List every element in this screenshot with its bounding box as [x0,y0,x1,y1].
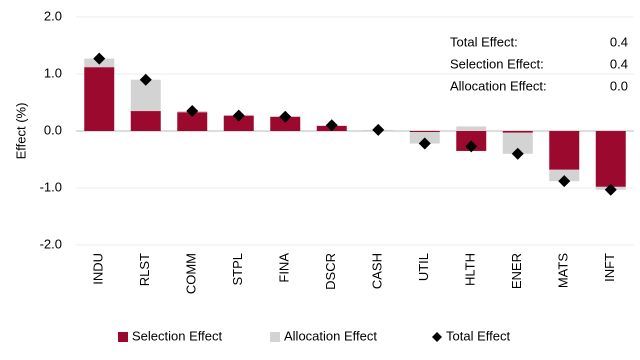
total-marker [558,175,571,188]
bar-segment [595,131,626,187]
x-tick-label: COMM [184,253,199,294]
bar-segment [270,116,301,131]
bar-segment [223,115,254,131]
x-tick-label: UTIL [416,253,431,281]
y-tick-label: -2.0 [40,236,62,251]
total-marker [465,140,478,153]
total-marker [372,123,385,136]
bar-segment [502,132,533,154]
bar-segment [502,131,533,133]
total-marker [279,110,292,123]
x-tick-label: INFT [602,253,617,282]
y-tick-label: 0.0 [44,122,62,137]
bar-segment [130,111,161,131]
total-marker [325,119,338,132]
summary-value: 0.4 [610,56,628,71]
y-tick-label: 2.0 [44,8,62,23]
y-tick-label: -1.0 [40,179,62,194]
bar-segment [549,131,580,170]
x-tick-label: DSCR [323,253,338,290]
x-tick-label: STPL [230,253,245,286]
legend-swatch [270,332,280,342]
x-tick-label: ENER [509,253,524,289]
legend-label: Total Effect [446,328,510,343]
bar-segment [177,112,208,131]
total-marker [139,73,152,86]
summary-label: Selection Effect: [450,56,544,71]
bar-segment [84,67,115,131]
total-marker [186,105,199,118]
summary-label: Allocation Effect: [450,78,547,93]
x-tick-label: HLTH [463,253,478,286]
summary-value: 0.4 [610,34,628,49]
x-tick-label: MATS [556,253,571,288]
summary-value: 0.0 [610,78,628,93]
legend-swatch [432,332,442,342]
total-marker [418,137,431,150]
x-tick-label: FINA [277,253,292,283]
legend-label: Allocation Effect [284,328,377,343]
bar-segment [456,126,487,131]
bar-segment [409,131,440,133]
y-axis-label: Effect (%) [13,103,28,160]
total-marker [604,183,617,196]
y-tick-label: 1.0 [44,65,62,80]
summary-label: Total Effect: [450,34,518,49]
total-marker [93,52,106,65]
legend-label: Selection Effect [132,328,222,343]
total-marker [232,109,245,122]
x-tick-label: RLST [137,253,152,286]
legend-swatch [118,332,128,342]
x-tick-label: CASH [370,253,385,289]
total-marker [511,147,524,160]
x-tick-label: INDU [91,253,106,285]
